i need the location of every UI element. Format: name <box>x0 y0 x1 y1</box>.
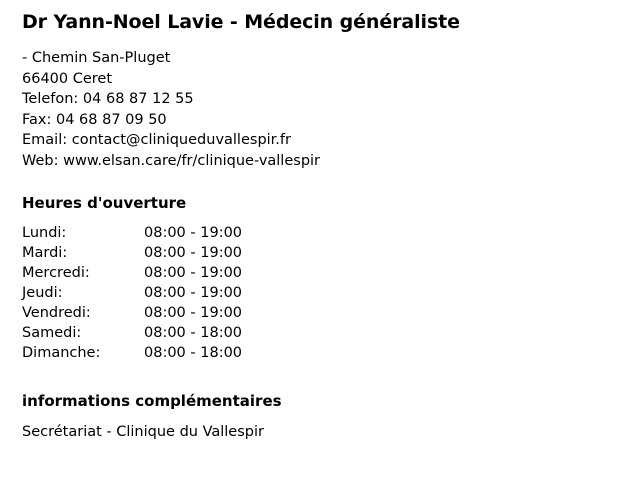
opening-hours-heading: Heures d'ouverture <box>22 194 187 212</box>
table-row: Samedi: 08:00 - 18:00 <box>22 323 242 343</box>
day-label: Vendredi: <box>22 305 91 321</box>
day-hours: 08:00 - 19:00 <box>144 265 243 281</box>
page-title: Dr Yann-Noel Lavie - Médecin généraliste <box>22 11 460 33</box>
table-row: Lundi: 08:00 - 19:00 <box>22 223 242 243</box>
table-row: Mardi: 08:00 - 19:00 <box>22 243 242 263</box>
website-line: Web: www.elsan.care/fr/clinique-vallespi… <box>22 152 321 169</box>
day-hours: 08:00 - 18:00 <box>144 345 243 361</box>
contact-block: - Chemin San-Pluget 66400 Ceret Telefon:… <box>22 48 582 171</box>
day-hours: 08:00 - 18:00 <box>144 325 243 341</box>
email-line: Email: contact@cliniqueduvallespir.fr <box>22 132 291 148</box>
fax-line: Fax: 04 68 87 09 50 <box>22 111 167 128</box>
table-row: Jeudi: 08:00 - 19:00 <box>22 283 242 303</box>
day-hours: 08:00 - 19:00 <box>144 285 243 301</box>
table-row: Dimanche: 08:00 - 18:00 <box>22 343 242 363</box>
address-city: 66400 Ceret <box>22 70 113 87</box>
day-label: Dimanche: <box>22 345 101 361</box>
day-label: Mercredi: <box>22 265 90 281</box>
day-label: Mardi: <box>22 245 68 261</box>
opening-hours-table: Lundi: 08:00 - 19:00 Mardi: 08:00 - 19:0… <box>22 223 242 363</box>
day-label: Lundi: <box>22 225 67 241</box>
table-row: Vendredi: 08:00 - 19:00 <box>22 303 242 323</box>
day-label: Samedi: <box>22 325 82 341</box>
opening-hours-body: Lundi: 08:00 - 19:00 Mardi: 08:00 - 19:0… <box>22 223 242 363</box>
phone-line: Telefon: 04 68 87 12 55 <box>22 91 194 107</box>
document-content: Dr Yann-Noel Lavie - Médecin généraliste… <box>22 10 582 442</box>
day-hours: 08:00 - 19:00 <box>144 305 243 321</box>
day-hours: 08:00 - 19:00 <box>144 245 243 261</box>
day-hours: 08:00 - 19:00 <box>144 225 243 241</box>
additional-info-text: Secrétariat - Clinique du Vallespir <box>22 424 264 440</box>
additional-info-heading: informations complémentaires <box>22 392 282 410</box>
day-label: Jeudi: <box>22 285 63 301</box>
address-street: - Chemin San-Pluget <box>22 50 171 66</box>
table-row: Mercredi: 08:00 - 19:00 <box>22 263 242 283</box>
